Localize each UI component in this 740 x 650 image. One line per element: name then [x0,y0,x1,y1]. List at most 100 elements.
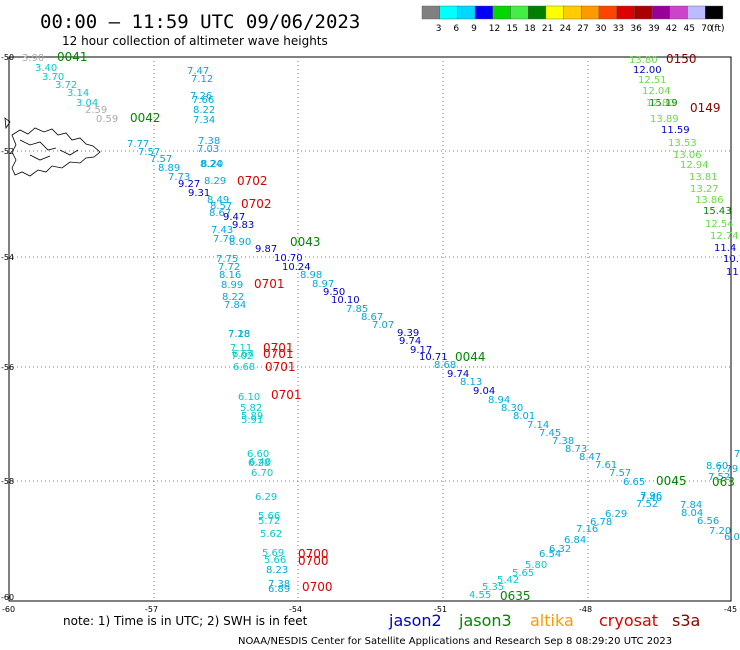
wave-height-value: 6.60 [247,449,269,460]
wave-height-value: 9.47 [223,212,245,223]
wave-height-value: 7.03 [197,144,219,155]
color-bar: 3 6 9 12 15 18 21 24 27 30 33 36 39 42 45 70(ft) [421,5,724,34]
wave-height-value: 8.98 [300,270,322,281]
color-swatch [528,5,547,20]
color-swatch [616,5,635,20]
lat-label: -60 [1,593,14,602]
pass-time-label: 0042 [130,111,161,125]
color-bar-label: 39 [648,24,660,34]
wave-height-value: 8.04 [681,508,703,519]
wave-height-value: 7.02 [231,351,253,362]
color-bar-label: 12 [489,24,500,34]
wave-height-value: 5.89 [241,411,263,422]
wave-height-value: 9.31 [188,188,210,199]
wave-height-value: 7.20 [709,526,731,537]
wave-height-value: 11.59 [661,125,690,136]
wave-height-value: 10.24 [282,262,311,273]
wave-height-value: 4.55 [469,590,491,601]
lat-label: -54 [1,253,14,262]
wave-height-value: 7.77 [127,139,149,150]
wave-height-value: 10.71 [419,352,448,363]
wave-height-value: 7.75 [216,254,238,265]
wave-height-value: 3.04 [76,98,98,109]
graticule [9,57,731,601]
wave-height-value: 6.28 [248,458,270,469]
color-swatch [598,5,617,20]
wave-height-value: 7.28 [228,329,250,340]
lon-label: -51 [434,605,447,614]
wave-height-value: 5.65 [512,568,534,579]
satellite-legend-jason2: jason2 [388,611,442,630]
wave-height-value: 7.14 [527,420,549,431]
wave-height-value: 8.23 [266,565,288,576]
wave-height-value: 10.7 [723,254,740,265]
footer-credit: NOAA/NESDIS Center for Satellite Applica… [238,636,672,647]
wave-height-value: 7.52 [636,499,658,510]
wave-height-value: 7.16 [576,524,598,535]
pass-time-label: 0700 [298,554,329,568]
color-bar-label: 30 [595,24,607,34]
pass-time-label: 0150 [666,52,697,66]
pass-time-label: 0044 [455,350,486,364]
wave-height-value: 8.22 [222,292,244,303]
wave-height-value: 13.06 [673,150,702,161]
wave-height-value: 7.84 [224,300,246,311]
color-bar-label: 3 [436,24,442,34]
wave-height-value: 2.59 [85,105,107,116]
wave-height-value: 3.72 [55,80,77,91]
wave-height-value: 5.66 [264,555,286,566]
wave-height-value: 15.43 [703,206,732,217]
wave-height-value: 9.39 [397,328,419,339]
pass-time-label: 0701 [271,388,302,402]
pass-time-label: 0701 [263,341,294,355]
wave-height-value: 12.54 [705,219,734,230]
wave-height-value: 5.72 [258,516,280,527]
lat-label: -52 [1,147,14,156]
wave-height-value: 9.04 [473,386,495,397]
lon-label: -45 [724,605,737,614]
wave-height-value: 12.51 [638,75,667,86]
wave-height-value: 6.64 [232,349,254,360]
pass-time-label: 0700 [302,580,333,594]
wave-height-value: 13.81 [689,172,718,183]
falkland-islands-coastline [4,117,101,177]
wave-height-value: 7.84 [680,500,702,511]
wave-height-value: 7.79 [716,464,738,475]
pass-time-label: 0702 [237,174,268,188]
wave-height-value: 8.60 [706,461,728,472]
wave-height-value: 7.26 [190,91,212,102]
wave-height-value: 7.34 [193,115,215,126]
color-swatch [705,5,724,20]
wave-height-value: 7.40 [640,493,662,504]
wave-height-value: 0.59 [96,114,118,125]
wave-height-value: 6.56 [697,516,719,527]
color-swatch [457,5,476,20]
wave-height-value: 8.89 [158,163,180,174]
pass-time-label: 0041 [57,50,88,64]
wave-height-value: 7.57 [150,154,172,165]
color-bar-label: 21 [542,24,553,34]
wave-height-value: 9.83 [232,220,254,231]
satellite-legend-cryosat: cryosat [599,611,658,630]
wave-height-value: 8.24 [200,159,222,170]
wave-height-value: 12.74 [710,231,739,242]
lat-label: -50 [1,53,14,62]
lat-label: -58 [1,477,14,486]
wave-height-value: 6.78 [590,517,612,528]
wave-height-value: 5.66 [258,511,280,522]
wave-height-value: 7.72 [218,262,240,273]
wave-height-value: 5.35 [482,582,504,593]
color-swatch [634,5,653,20]
wave-height-value: 10.10 [331,295,360,306]
pass-time-label: 0700 [298,547,329,561]
wave-height-value: 8.94 [488,395,510,406]
color-bar-label: 6 [453,24,459,34]
wave-height-value: 11.4 [714,243,736,254]
pass-time-label: 0635 [500,589,531,603]
color-bar-label: 24 [560,24,572,34]
wave-height-value: 13.80 [629,55,658,66]
wave-height-value: 9.17 [410,345,432,356]
wave-height-value: 12.04 [642,86,671,97]
wave-height-value: 7.38 [198,136,220,147]
color-bar-label: 9 [471,24,477,34]
